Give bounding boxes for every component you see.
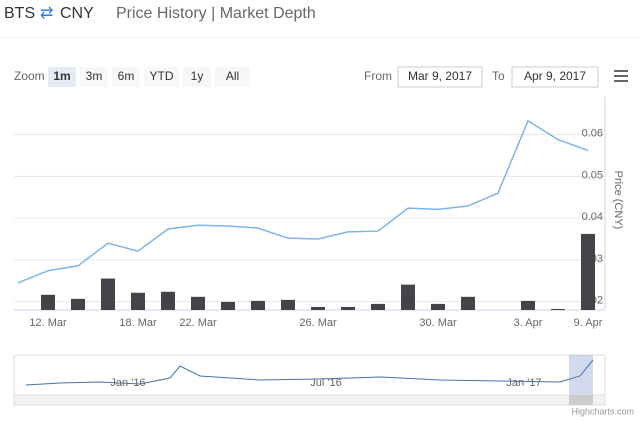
volume-bar xyxy=(521,300,535,310)
volume-bar xyxy=(461,296,475,310)
from-value: Mar 9, 2017 xyxy=(408,69,472,83)
y-tick-label: 0.04 xyxy=(582,211,603,223)
volume-bar xyxy=(401,284,415,310)
from-label: From xyxy=(364,69,392,83)
tabs[interactable]: Price History | Market Depth xyxy=(116,5,316,22)
navigator-mask[interactable] xyxy=(569,355,593,395)
zoom-button[interactable] xyxy=(144,67,179,87)
x-tick-label: 18. Mar xyxy=(119,317,157,329)
zoom-button[interactable] xyxy=(215,67,250,87)
credit[interactable]: Highcharts.com xyxy=(571,406,634,416)
volume-bar xyxy=(251,300,265,310)
x-tick-label: 30. Mar xyxy=(419,317,457,329)
zoom-button-label: YTD xyxy=(150,69,174,83)
menu-button[interactable] xyxy=(614,70,628,82)
volume-bar xyxy=(371,303,385,310)
x-tick-label: 26. Mar xyxy=(299,317,337,329)
zoom-button-label: 1m xyxy=(53,69,70,83)
nav-label: Jan '16 xyxy=(110,377,145,389)
y-tick-label: 0.06 xyxy=(582,127,603,139)
nav-label: Jul '16 xyxy=(310,377,341,389)
volume-bar xyxy=(101,278,115,310)
x-tick-label: 3. Apr xyxy=(514,317,543,329)
zoom-button[interactable] xyxy=(80,67,108,87)
to-label: To xyxy=(492,69,505,83)
scrollbar[interactable] xyxy=(13,394,606,406)
volume-bar xyxy=(191,296,205,310)
navigator-series xyxy=(25,359,594,386)
volume-bar xyxy=(581,233,595,310)
y-axis-title: Price (CNY) xyxy=(612,171,624,230)
zoom-button-label: 1y xyxy=(191,69,204,83)
volume-bar xyxy=(221,301,235,310)
volume-bar xyxy=(41,294,55,310)
zoom-label: Zoom xyxy=(14,69,45,83)
x-tick-label: 9. Apr xyxy=(574,317,603,329)
scrollbar-thumb[interactable] xyxy=(569,395,593,405)
zoom-button[interactable] xyxy=(183,67,211,87)
zoom-button[interactable] xyxy=(48,67,76,87)
from-input[interactable] xyxy=(397,66,483,88)
zoom-button-label: 3m xyxy=(86,69,103,83)
x-tick-label: 22. Mar xyxy=(179,317,217,329)
to-value: Apr 9, 2017 xyxy=(524,69,586,83)
volume-bar xyxy=(281,299,295,310)
swap-icon[interactable]: ⇄ xyxy=(40,5,53,22)
volume-bar xyxy=(71,298,85,310)
navigator[interactable] xyxy=(13,354,606,396)
nav-label: Jan '17 xyxy=(506,377,541,389)
zoom-button[interactable] xyxy=(112,67,140,87)
volume-bar xyxy=(431,303,445,310)
pair-left: BTS xyxy=(4,5,35,22)
to-input[interactable] xyxy=(511,66,599,88)
x-tick-label: 12. Mar xyxy=(29,317,67,329)
price-line xyxy=(17,119,589,284)
zoom-button-label: 6m xyxy=(118,69,135,83)
zoom-button-label: All xyxy=(226,69,239,83)
volume-bar xyxy=(341,306,355,310)
pair-right: CNY xyxy=(60,5,94,22)
volume-bar xyxy=(311,306,325,310)
volume-bar xyxy=(161,291,175,310)
y-tick-label: 0.05 xyxy=(582,169,603,181)
volume-bar xyxy=(551,308,565,310)
volume-bar xyxy=(131,292,145,310)
